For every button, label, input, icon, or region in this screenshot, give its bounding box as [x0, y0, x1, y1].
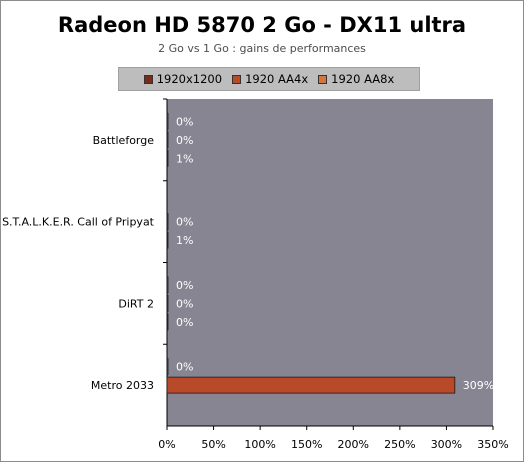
data-label: 0%: [176, 134, 193, 147]
bar: [166, 213, 169, 231]
plot-area: [167, 99, 493, 426]
x-tick-label: 50%: [201, 438, 225, 451]
x-tick-label: 250%: [384, 438, 415, 451]
legend-item-1: 1920 AA4x: [232, 72, 308, 86]
data-label: 0%: [176, 361, 193, 374]
data-label: 1%: [176, 234, 193, 247]
bar: [166, 131, 169, 149]
data-label: 0%: [176, 115, 193, 128]
data-label: 0%: [176, 316, 193, 329]
legend-label: 1920 AA4x: [245, 72, 309, 86]
data-label: 1%: [176, 152, 193, 165]
bar: [166, 313, 169, 331]
bar: [166, 276, 169, 294]
data-label: 0%: [176, 297, 193, 310]
data-label: 0%: [176, 216, 193, 229]
x-tick-label: 100%: [244, 438, 275, 451]
x-tick-label: 200%: [338, 438, 369, 451]
legend-swatch: [232, 74, 242, 84]
x-tick-label: 350%: [477, 438, 508, 451]
data-label: 309%: [463, 379, 494, 392]
legend-swatch: [143, 74, 153, 84]
bar: [166, 231, 169, 249]
bar: [166, 149, 169, 167]
data-label: 0%: [176, 279, 193, 292]
x-tick-label: 300%: [431, 438, 462, 451]
legend-swatch: [318, 74, 328, 84]
legend-label: 1920 AA8x: [331, 72, 395, 86]
bar: [166, 376, 456, 394]
chart-title: Radeon HD 5870 2 Go - DX11 ultra: [57, 13, 467, 37]
x-tick-label: 0%: [158, 438, 175, 451]
chart-legend: 1920x1200 1920 AA4x 1920 AA8x: [118, 67, 420, 91]
legend-item-2: 1920 AA8x: [318, 72, 394, 86]
category-label: Metro 2033: [91, 379, 154, 392]
category-label: S.T.A.L.K.E.R. Call of Pripyat: [2, 216, 155, 229]
category-label: DiRT 2: [118, 297, 154, 310]
chart-subtitle: 2 Go vs 1 Go : gains de performances: [158, 42, 366, 55]
bar: [166, 112, 169, 130]
bar: [166, 294, 169, 312]
x-tick-label: 150%: [291, 438, 322, 451]
legend-label: 1920x1200: [156, 72, 223, 86]
legend-item-0: 1920x1200: [143, 72, 223, 86]
bar: [166, 358, 169, 376]
category-label: Battleforge: [93, 134, 155, 147]
